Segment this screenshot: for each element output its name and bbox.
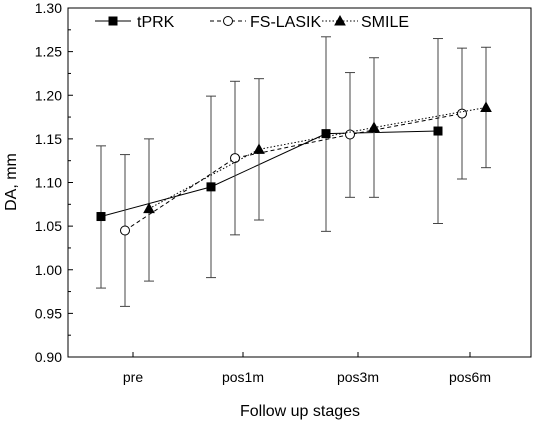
data-point — [457, 108, 467, 119]
series-line — [148, 106, 487, 210]
legend-marker — [108, 16, 118, 26]
data-point — [206, 182, 216, 192]
y-tick-label: 1.25 — [35, 44, 62, 60]
data-point — [368, 121, 380, 133]
data-point — [433, 126, 443, 136]
legend-label: tPRK — [137, 14, 175, 31]
x-axis-label: Follow up stages — [240, 403, 360, 420]
y-tick-label: 0.95 — [35, 305, 62, 321]
y-tick-label: 0.90 — [35, 349, 62, 365]
series-line — [124, 113, 463, 231]
legend-item-smile: SMILE — [322, 14, 409, 31]
y-tick-label: 1.30 — [35, 0, 62, 16]
x-tick-label: pos1m — [222, 369, 264, 385]
legend-item-fs-lasik: FS-LASIK — [210, 14, 321, 31]
series-smile — [143, 46, 492, 282]
legend-marker — [223, 16, 233, 26]
x-tick-label: pre — [123, 369, 143, 385]
data-point — [230, 153, 240, 164]
legend-item-tprk: tPRK — [95, 14, 175, 31]
y-tick-label: 1.15 — [35, 131, 62, 147]
legend-label: SMILE — [361, 14, 409, 31]
series-fs-lasik — [120, 47, 467, 307]
legend: tPRK FS-LASIK SMILE — [95, 14, 409, 31]
data-point — [96, 212, 106, 222]
y-axis-ticks: 0.90 0.95 1.00 1.05 1.10 1.15 1.20 1.25 1.30 — [35, 0, 73, 365]
y-tick-label: 1.10 — [35, 175, 62, 191]
series-layer — [96, 36, 492, 307]
x-axis-ticks: pre pos1m pos3m pos6m — [123, 352, 491, 385]
y-axis-label: DA, mm — [3, 153, 20, 211]
y-tick-label: 1.05 — [35, 218, 62, 234]
x-tick-label: pos6m — [449, 369, 491, 385]
data-point — [143, 202, 155, 214]
series-line — [100, 130, 439, 218]
data-point — [345, 129, 355, 140]
y-tick-label: 1.20 — [35, 87, 62, 103]
data-point — [253, 143, 265, 154]
data-point — [120, 225, 130, 236]
legend-marker — [334, 14, 346, 26]
data-point — [321, 129, 331, 139]
data-point — [480, 101, 492, 112]
x-tick-label: pos3m — [337, 369, 379, 385]
series-tprk — [96, 36, 443, 289]
y-tick-label: 1.00 — [35, 262, 62, 278]
legend-label: FS-LASIK — [250, 14, 321, 31]
